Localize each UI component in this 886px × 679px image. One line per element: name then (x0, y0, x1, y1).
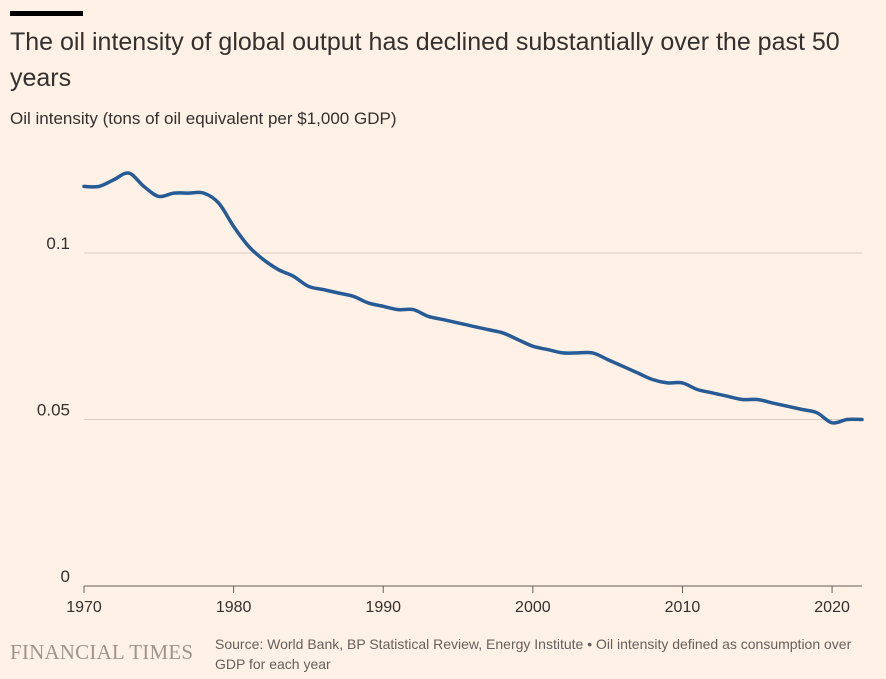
x-tick-label: 1990 (365, 599, 401, 616)
line-chart: 0 0.05 0.1 1970 1980 1990 2000 2010 2020 (37, 171, 864, 616)
source-note: Source: World Bank, BP Statistical Revie… (215, 636, 852, 672)
financial-times-logo: FINANCIAL TIMES (10, 640, 194, 664)
gridlines (84, 252, 862, 587)
x-tick-label: 1970 (66, 599, 102, 616)
x-tick-label: 1980 (216, 599, 252, 616)
series-layer (82, 171, 864, 425)
x-tick-label: 2020 (814, 599, 850, 616)
ft-accent-bar (10, 11, 83, 16)
axis-ticks: 0 0.05 0.1 1970 1980 1990 2000 2010 2020 (37, 234, 850, 616)
y-tick-label: 0.05 (37, 401, 70, 420)
oil-intensity-line (82, 171, 864, 425)
y-tick-label: 0.1 (46, 234, 70, 253)
x-tick-label: 2000 (515, 599, 551, 616)
x-tick-label: 2010 (665, 599, 701, 616)
chart-subtitle: Oil intensity (tons of oil equivalent pe… (10, 109, 397, 128)
y-tick-label: 0 (61, 567, 70, 586)
chart-title: The oil intensity of global output has d… (10, 28, 840, 92)
